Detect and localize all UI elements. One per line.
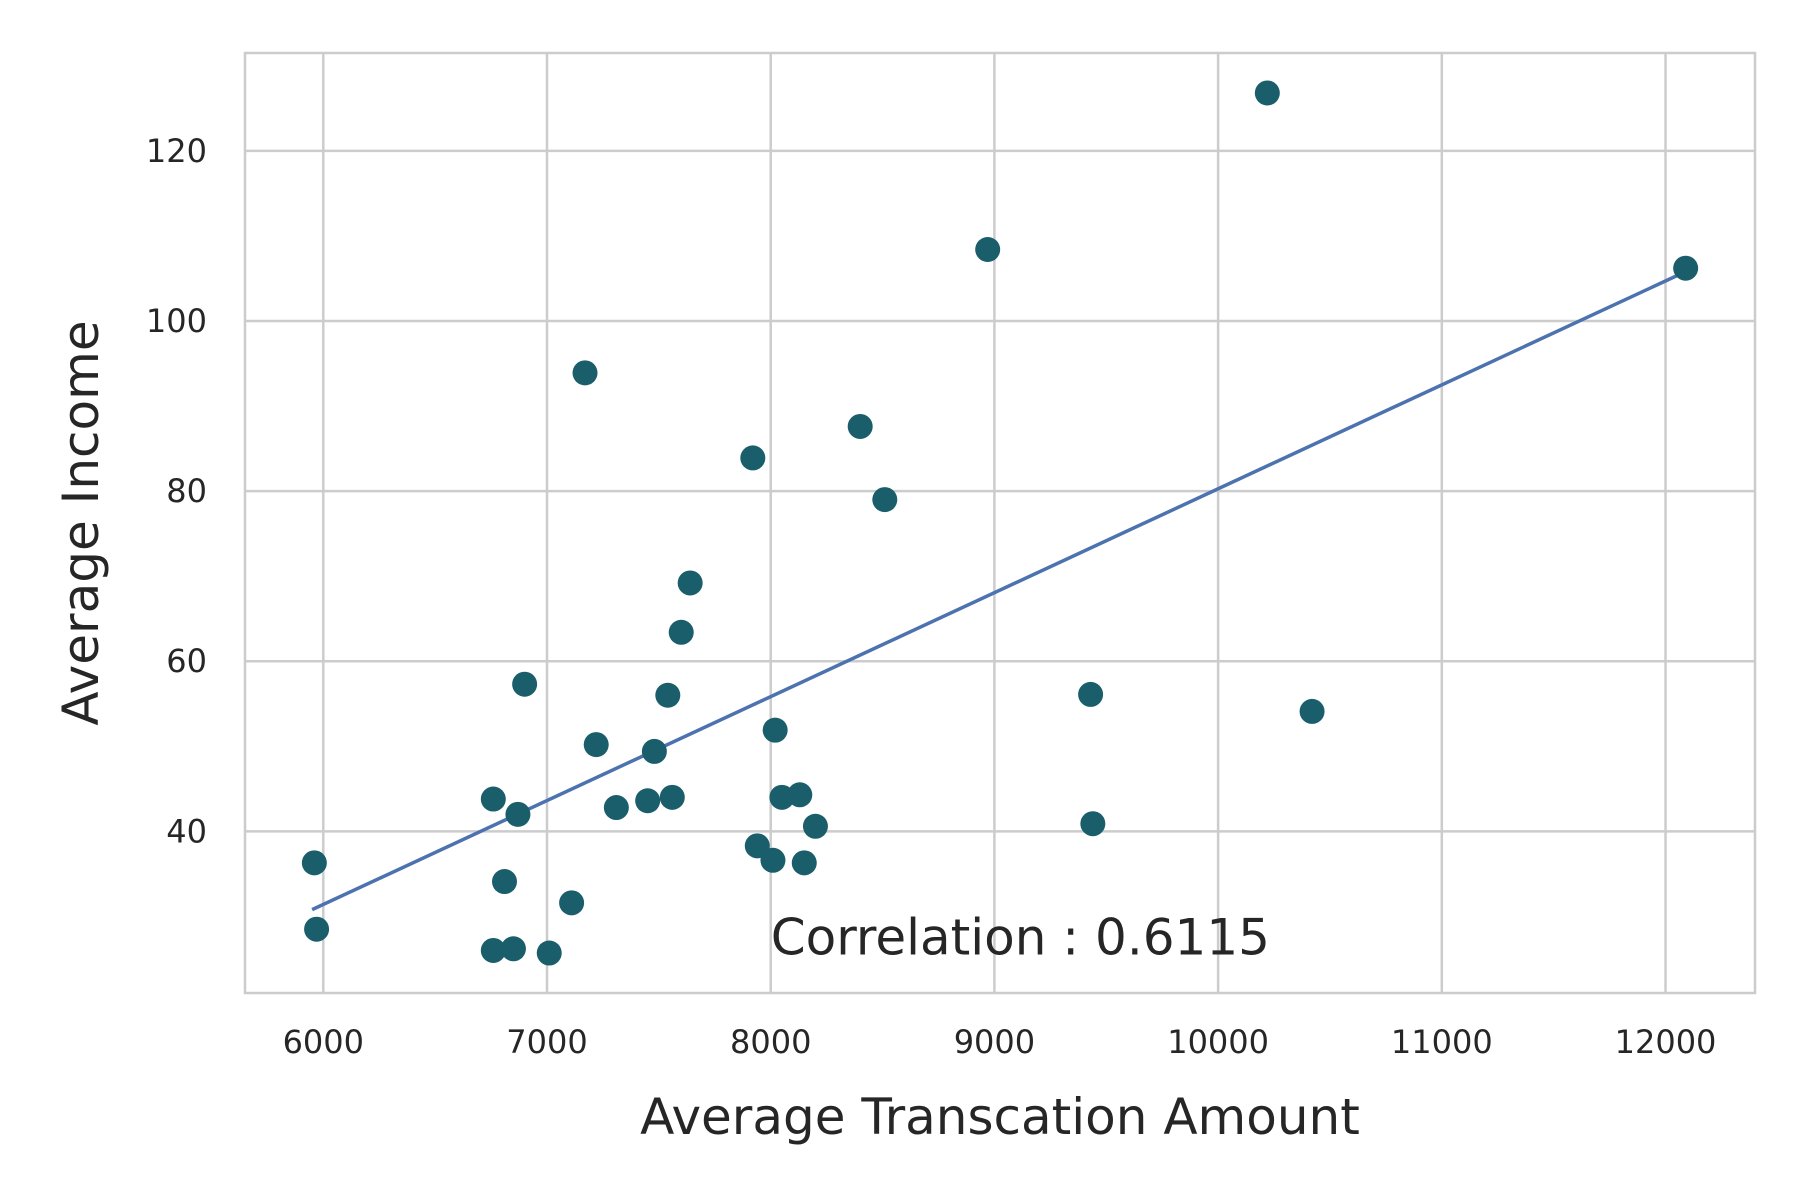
x-tick-label: 6000 bbox=[283, 1023, 364, 1061]
y-tick-label: 80 bbox=[166, 472, 207, 510]
data-point bbox=[480, 786, 506, 812]
x-tick-label: 11000 bbox=[1391, 1023, 1493, 1061]
regression-line bbox=[311, 270, 1687, 912]
data-point bbox=[641, 738, 667, 764]
data-point bbox=[505, 801, 531, 827]
x-axis-title: Average Transcation Amount bbox=[640, 1088, 1360, 1146]
data-point bbox=[655, 682, 681, 708]
x-tick-labels: 6000 7000 8000 9000 10000 11000 12000 bbox=[283, 1023, 1717, 1061]
y-tick-label: 60 bbox=[166, 642, 207, 680]
data-point bbox=[975, 237, 1001, 263]
data-point bbox=[847, 413, 873, 439]
data-point bbox=[762, 717, 788, 743]
data-point bbox=[802, 813, 828, 839]
x-tick-label: 9000 bbox=[954, 1023, 1035, 1061]
data-point bbox=[635, 788, 661, 814]
data-point bbox=[512, 671, 538, 697]
data-point bbox=[559, 890, 585, 916]
data-point bbox=[1673, 255, 1699, 281]
y-tick-label: 40 bbox=[166, 812, 207, 850]
data-point bbox=[668, 619, 694, 645]
data-point bbox=[1254, 80, 1280, 106]
data-point bbox=[536, 940, 562, 966]
data-point bbox=[1080, 811, 1106, 837]
x-tick-label: 8000 bbox=[730, 1023, 811, 1061]
data-point bbox=[301, 850, 327, 876]
data-points bbox=[301, 80, 1699, 966]
data-point bbox=[500, 936, 526, 962]
x-tick-label: 7000 bbox=[506, 1023, 587, 1061]
data-point bbox=[740, 445, 766, 471]
data-point bbox=[787, 782, 813, 808]
data-point bbox=[760, 847, 786, 873]
data-point bbox=[1078, 681, 1104, 707]
data-point bbox=[1299, 698, 1325, 724]
y-axis-title: Average Income bbox=[52, 320, 110, 725]
data-point bbox=[491, 869, 517, 895]
data-point bbox=[791, 850, 817, 876]
plot-frame bbox=[243, 51, 1757, 995]
data-point bbox=[572, 360, 598, 386]
x-tick-label: 12000 bbox=[1615, 1023, 1717, 1061]
y-tick-label: 120 bbox=[146, 132, 207, 170]
y-tick-labels: 40 60 80 100 120 bbox=[146, 132, 207, 851]
data-point bbox=[872, 487, 898, 513]
x-tick-label: 10000 bbox=[1167, 1023, 1269, 1061]
correlation-annotation: Correlation : 0.6115 bbox=[771, 909, 1270, 967]
data-point bbox=[583, 732, 609, 758]
data-point bbox=[677, 570, 703, 596]
grid bbox=[245, 53, 1755, 993]
y-tick-label: 100 bbox=[146, 302, 207, 340]
data-point bbox=[659, 784, 685, 810]
data-point bbox=[603, 795, 629, 821]
data-point bbox=[304, 916, 330, 942]
data-point bbox=[480, 937, 506, 963]
